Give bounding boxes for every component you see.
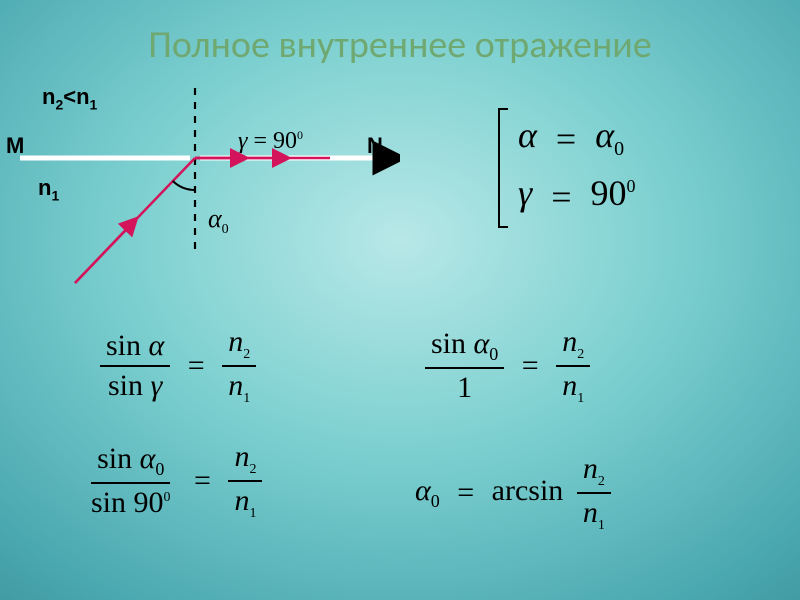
arcsin-formula: α0 = arcsin n2 n1 [415,452,611,534]
label-m: M [6,133,24,159]
system-bracket [498,108,508,228]
snell-formula: sin α sin γ = n2 n1 [100,325,256,407]
at90-formula: sin α0 sin 900 = n2 n1 [85,440,262,522]
refraction-diagram: n2<n1 M N n1 γ = 900 α0 [20,78,400,318]
alpha-arc [173,181,195,190]
page-title: Полное внутреннее отражение [0,22,800,68]
alpha0-label: α0 [208,204,229,238]
system-eq1: α = α0 [518,114,624,161]
critical-formula: sin α0 1 = n2 n1 [425,325,590,407]
gamma-90-label: γ = 900 [238,128,303,155]
incident-ray-arrow [75,219,136,283]
label-n: N [367,133,383,159]
diagram-svg [20,78,400,318]
condition-label: n2<n1 [42,84,97,112]
label-n1: n1 [38,175,59,203]
system-eq2: γ = 900 [518,172,636,218]
